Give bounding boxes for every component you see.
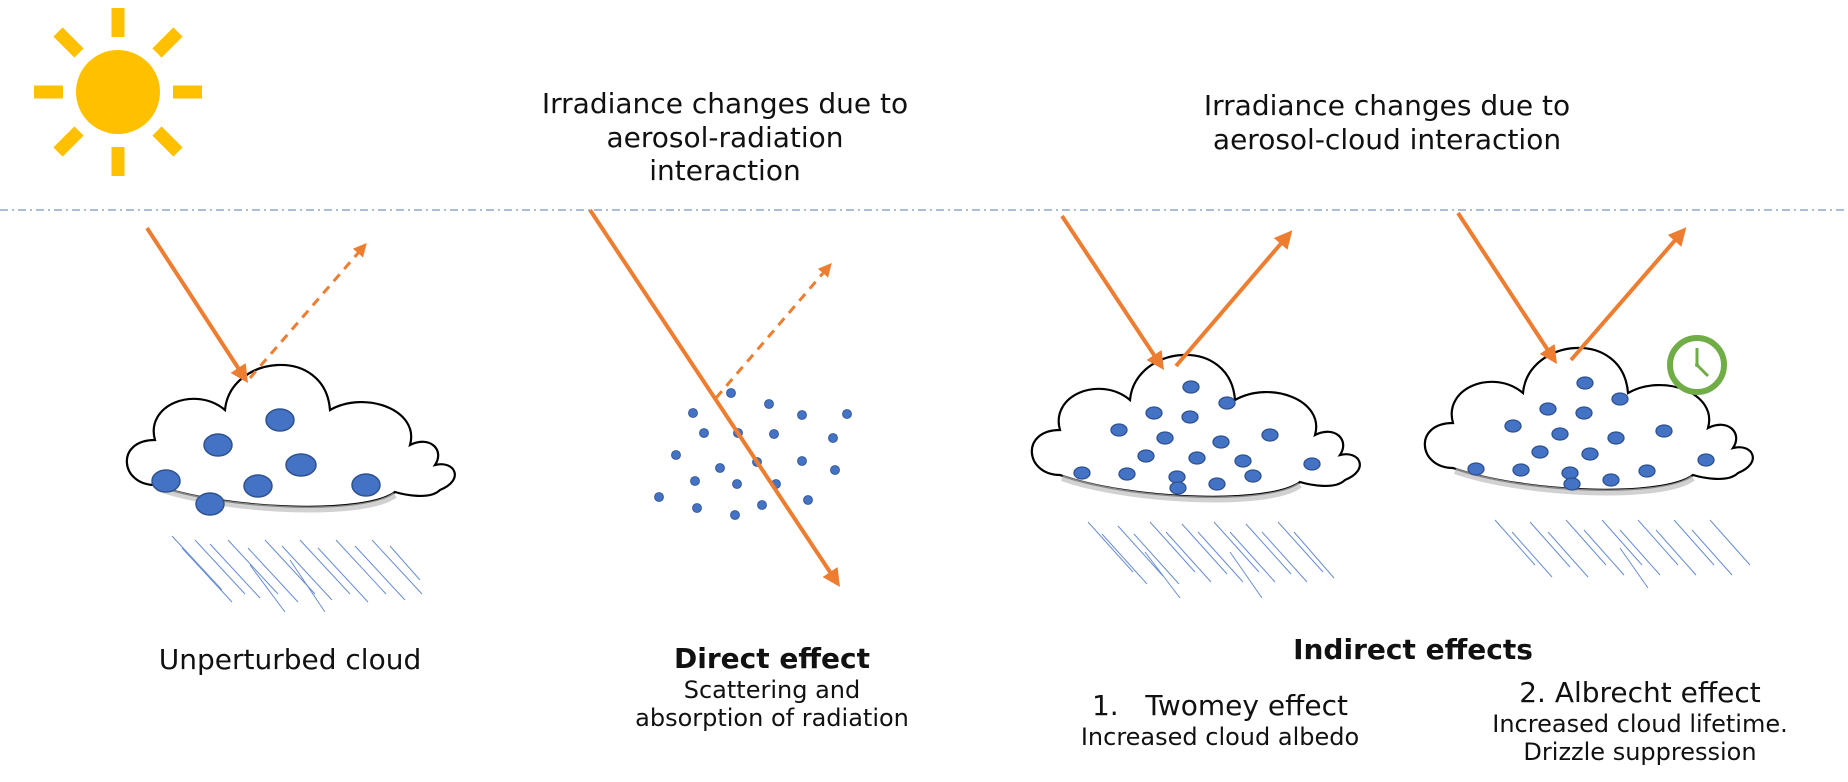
twomey-rain-icon bbox=[1087, 521, 1335, 599]
twomey-arrows bbox=[1060, 214, 1293, 371]
radiation-interaction-title: Irradiance changes due to aerosol-radiat… bbox=[525, 87, 925, 188]
indirect-effects-title: Indirect effects bbox=[1293, 633, 1533, 666]
direct-effect-desc-line-1: Scattering and bbox=[683, 675, 861, 704]
sun-icon bbox=[34, 8, 202, 176]
twomey-effect-title: 1. Twomey effect bbox=[1091, 689, 1348, 722]
radiation-title-line-2: aerosol-radiation bbox=[606, 120, 844, 154]
cloud-title-line-1: Irradiance changes due to bbox=[1203, 89, 1571, 122]
albrecht-effect-desc-line-2: Drizzle suppression bbox=[1523, 738, 1757, 767]
clock-icon bbox=[1667, 335, 1727, 395]
twomey-droplets bbox=[1073, 380, 1321, 495]
cloud-title-line-2: aerosol-cloud interaction bbox=[1212, 122, 1562, 156]
direct-effect-block: Direct effect Scattering and absorption … bbox=[592, 642, 952, 733]
unperturbed-rain-icon bbox=[171, 535, 423, 613]
unperturbed-droplets bbox=[151, 408, 381, 516]
unperturbed-cloud-label: Unperturbed cloud bbox=[158, 643, 422, 676]
albrecht-droplets bbox=[1467, 376, 1715, 491]
albrecht-effect-title: 2. Albrecht effect bbox=[1519, 676, 1761, 709]
direct-arrows bbox=[588, 208, 840, 588]
albrecht-effect-desc-line-1: Increased cloud lifetime. bbox=[1492, 709, 1788, 738]
albrecht-arrows bbox=[1456, 211, 1687, 365]
direct-effect-title: Direct effect bbox=[673, 642, 870, 675]
twomey-effect-desc: Increased cloud albedo bbox=[1080, 722, 1360, 751]
albrecht-rain-icon bbox=[1494, 519, 1751, 589]
radiation-title-line-3: interaction bbox=[649, 154, 801, 188]
radiation-title-line-1: Irradiance changes due to bbox=[541, 87, 909, 120]
unperturbed-arrows bbox=[145, 226, 367, 384]
cloud-interaction-title: Irradiance changes due to aerosol-cloud … bbox=[1187, 89, 1587, 156]
direct-effect-desc-line-2: absorption of radiation bbox=[635, 704, 909, 733]
albrecht-effect-block: 2. Albrecht effect Increased cloud lifet… bbox=[1470, 676, 1810, 767]
twomey-effect-block: 1. Twomey effect Increased cloud albedo bbox=[1050, 689, 1390, 751]
